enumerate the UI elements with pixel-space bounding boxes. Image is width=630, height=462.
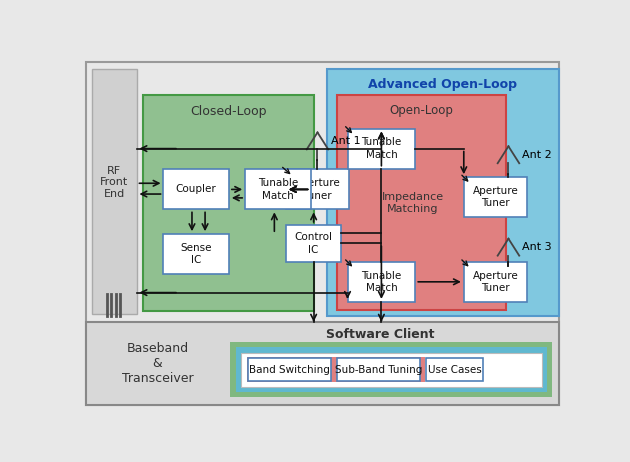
Bar — [426, 358, 483, 381]
Text: Advanced Open-Loop: Advanced Open-Loop — [369, 78, 517, 91]
Bar — [464, 262, 527, 302]
Text: Coupler: Coupler — [176, 184, 217, 195]
Bar — [286, 225, 341, 262]
Bar — [164, 170, 229, 209]
Text: Sense
IC: Sense IC — [180, 243, 212, 265]
Text: Aperture
Tuner: Aperture Tuner — [472, 271, 518, 293]
Text: Software Client: Software Client — [326, 328, 435, 340]
Text: Closed-Loop: Closed-Loop — [191, 105, 267, 118]
Text: Sub-Band Tuning: Sub-Band Tuning — [335, 365, 422, 375]
Text: Open-Loop: Open-Loop — [389, 104, 454, 117]
Text: Band Switching: Band Switching — [249, 365, 330, 375]
Text: Ant 3: Ant 3 — [522, 242, 552, 252]
Text: Aperture
Tuner: Aperture Tuner — [295, 178, 340, 201]
Bar — [248, 357, 425, 382]
Text: Aperture
Tuner: Aperture Tuner — [472, 186, 518, 208]
Bar — [248, 358, 331, 381]
Text: Use Cases: Use Cases — [428, 365, 481, 375]
Text: Control
IC: Control IC — [295, 232, 333, 255]
Text: RF
Front
End: RF Front End — [100, 166, 129, 199]
Text: Tunable
Match: Tunable Match — [258, 178, 298, 201]
Bar — [348, 262, 415, 302]
Bar — [231, 342, 553, 397]
Bar — [164, 234, 229, 274]
Bar — [348, 128, 415, 169]
Bar — [86, 322, 559, 405]
Text: Ant 2: Ant 2 — [522, 150, 552, 160]
Text: Tunable
Match: Tunable Match — [361, 137, 401, 160]
Text: Ant 1: Ant 1 — [331, 136, 361, 146]
Bar — [327, 69, 559, 316]
Bar — [241, 353, 542, 387]
Bar — [144, 96, 314, 311]
Bar — [464, 177, 527, 217]
Bar — [336, 358, 420, 381]
Text: Impedance
Matching: Impedance Matching — [382, 193, 444, 214]
Bar — [236, 347, 547, 392]
Text: Baseband
&
Transceiver: Baseband & Transceiver — [122, 342, 193, 385]
Bar — [286, 170, 349, 209]
Bar — [336, 96, 506, 310]
Bar — [92, 69, 137, 314]
Text: Tunable
Match: Tunable Match — [361, 271, 401, 293]
Bar — [245, 170, 311, 209]
